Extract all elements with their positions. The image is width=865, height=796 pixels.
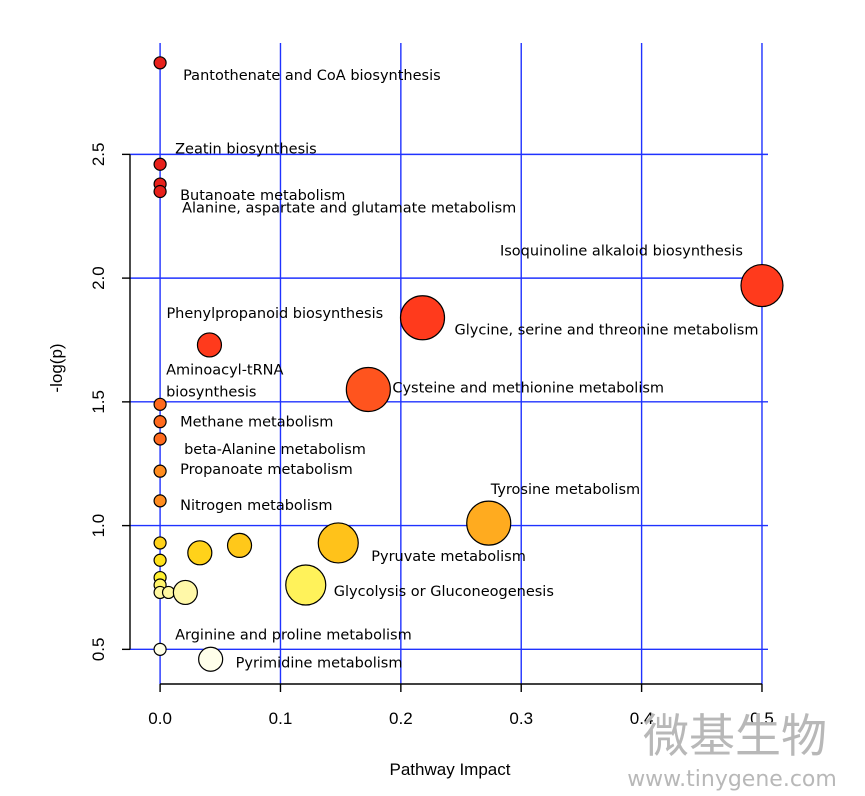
point-label: Arginine and proline metabolism — [175, 627, 412, 643]
data-point — [153, 642, 167, 656]
watermark-logo-text: 微基生物 — [643, 709, 827, 763]
grid-lines — [130, 43, 768, 684]
y-tick-label-2: 1.5 — [89, 390, 108, 414]
x-tick-label-0: 0.0 — [148, 709, 172, 728]
point-label: Butanoate metabolism — [180, 188, 345, 204]
point-label: Glycolysis or Gluconeogenesis — [334, 584, 554, 600]
data-point — [161, 585, 176, 600]
point-labels: Pantothenate and CoA biosynthesis Zeatin … — [166, 68, 758, 671]
data-point — [399, 295, 446, 341]
data-point — [153, 157, 167, 171]
data-point — [153, 56, 167, 70]
y-tick-label-1: 1.0 — [89, 514, 108, 538]
data-point — [345, 366, 391, 413]
point-label: Aminoacyl-tRNA — [166, 362, 283, 378]
data-point — [285, 564, 327, 606]
axes: 0.5 1.0 1.5 2.0 2.5 0.0 0.1 0.2 0.3 0.4 0.5 — [89, 143, 774, 728]
point-label: Methane metabolism — [180, 415, 333, 431]
point-label: Pantothenate and CoA biosynthesis — [183, 68, 441, 84]
point-label-line2: biosynthesis — [166, 384, 256, 400]
point-label: Tyrosine metabolism — [490, 482, 640, 498]
data-point — [172, 579, 198, 606]
data-point — [153, 415, 167, 429]
data-point — [153, 553, 167, 567]
data-point — [187, 540, 213, 566]
data-point — [153, 184, 167, 199]
point-label: Isoquinoline alkaloid biosynthesis — [500, 244, 743, 260]
data-point — [196, 332, 223, 358]
data-point — [153, 464, 167, 478]
data-point — [466, 500, 512, 546]
point-label: Glycine, serine and threonine metabolism — [455, 323, 759, 339]
x-tick-label-4: 0.4 — [630, 709, 654, 728]
y-axis-title: -log(p) — [47, 343, 66, 392]
y-tick-label-0: 0.5 — [89, 638, 108, 662]
x-tick-label-3: 0.3 — [509, 709, 533, 728]
point-label: Nitrogen metabolism — [180, 498, 332, 514]
point-label: Phenylpropanoid biosynthesis — [166, 306, 383, 322]
watermark: 微基生物 www.tinygene.com — [627, 709, 837, 792]
data-point — [740, 263, 784, 308]
data-point — [153, 494, 167, 508]
x-axis-title: Pathway Impact — [390, 760, 511, 779]
point-label: Cysteine and methionine metabolism — [392, 380, 664, 396]
data-point — [153, 397, 167, 411]
x-tick-label-1: 0.1 — [269, 709, 293, 728]
point-label: Propanoate metabolism — [180, 462, 353, 478]
y-tick-label-4: 2.5 — [89, 143, 108, 167]
data-point — [198, 646, 224, 672]
watermark-url: www.tinygene.com — [627, 767, 837, 792]
data-point — [226, 532, 253, 559]
point-label: beta-Alanine metabolism — [184, 442, 366, 458]
y-tick-label-3: 2.0 — [89, 266, 108, 290]
data-points — [153, 56, 784, 672]
point-label: Alanine, aspartate and glutamate metabol… — [182, 200, 516, 216]
data-point — [317, 522, 359, 564]
point-label: Zeatin biosynthesis — [175, 141, 317, 157]
data-point — [153, 536, 167, 550]
x-tick-label-2: 0.2 — [389, 709, 413, 728]
data-point — [153, 432, 167, 446]
point-label: Pyrimidine metabolism — [236, 655, 403, 671]
point-label: Pyruvate metabolism — [371, 549, 526, 565]
x-tick-label-5: 0.5 — [750, 709, 774, 728]
